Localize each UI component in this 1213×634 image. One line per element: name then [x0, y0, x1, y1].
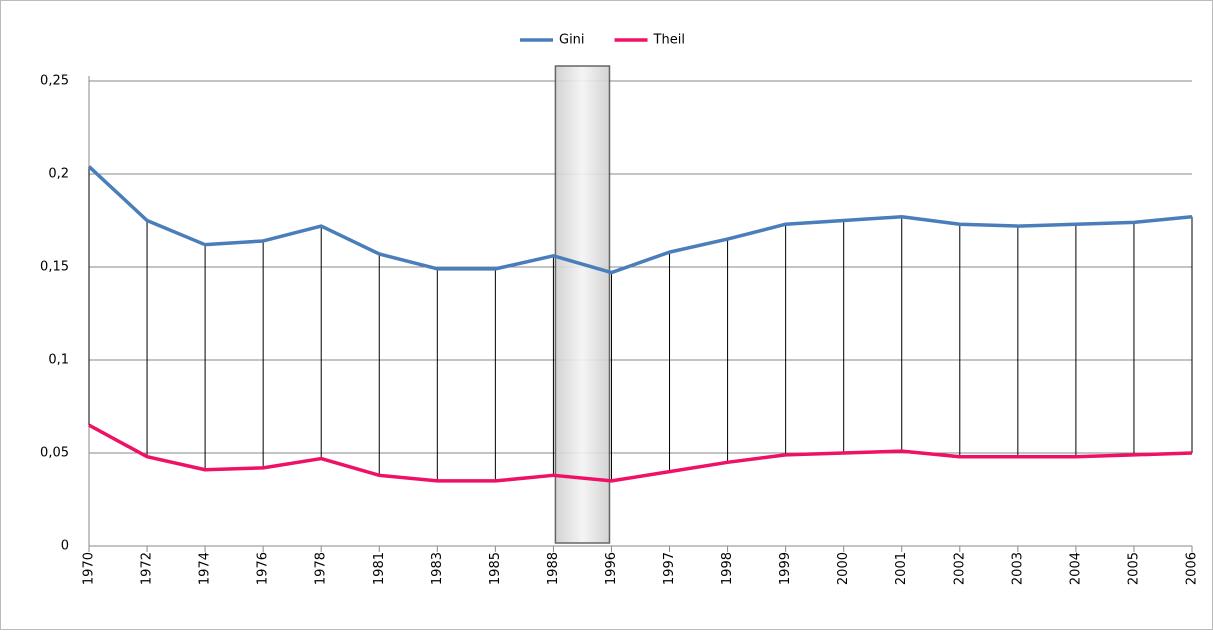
- x-tick-label: 2004: [1068, 552, 1083, 585]
- x-tick-label: 2006: [1185, 552, 1200, 585]
- series-line: [87, 165, 1193, 275]
- legend-label: Theil: [653, 33, 685, 48]
- x-tick-label: 1974: [198, 552, 213, 585]
- y-tick-label: 0,1: [48, 353, 69, 368]
- y-tick-label: 0,05: [40, 446, 69, 461]
- x-tick-label: 1985: [488, 552, 503, 585]
- series-line: [88, 423, 1193, 483]
- x-tick-label: 2003: [1010, 552, 1025, 585]
- x-tick-label: 2002: [952, 552, 967, 585]
- x-tick-label: 1999: [778, 552, 793, 585]
- x-tick-label: 2005: [1126, 552, 1141, 585]
- x-tick-label: 1976: [256, 552, 271, 585]
- x-tick-label: 1983: [430, 552, 445, 585]
- x-tick-label: 2000: [836, 552, 851, 585]
- x-tick-label: 1972: [140, 552, 155, 585]
- y-tick-label: 0,15: [40, 260, 69, 275]
- x-tick-label: 1981: [372, 552, 387, 585]
- x-tick-label: 1970: [82, 552, 97, 585]
- x-tick-label: 1978: [314, 552, 329, 585]
- highlight-band: [554, 65, 611, 544]
- x-tick-label: 1997: [662, 552, 677, 585]
- x-tick-label: 1988: [546, 552, 561, 585]
- y-tick-label: 0: [61, 539, 69, 554]
- y-tick-label: 0,25: [40, 74, 69, 89]
- y-tick-label: 0,2: [48, 167, 69, 182]
- x-tick-label: 1998: [720, 552, 735, 585]
- legend-label: Gini: [559, 33, 585, 48]
- x-tick-label: 2001: [894, 552, 909, 585]
- x-tick-label: 1996: [604, 552, 619, 585]
